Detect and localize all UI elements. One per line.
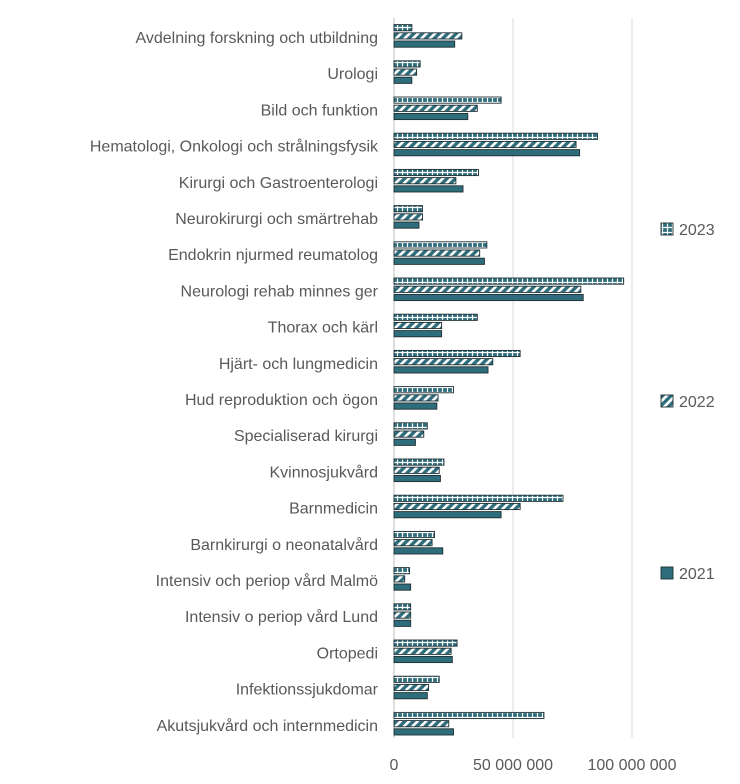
bar-2023 [393, 241, 488, 249]
bar-2023 [393, 205, 424, 213]
category-label: Kirurgi och Gastroenterologi [179, 175, 378, 192]
x-axis-ticks: 0 50 000 000 100 000 000 [390, 757, 677, 774]
bar-2021 [393, 547, 444, 555]
bar-2022 [393, 720, 450, 728]
bar-2022 [393, 539, 433, 547]
bar-2021 [393, 728, 454, 736]
bar-2023 [393, 458, 445, 466]
bar-2023 [393, 567, 410, 575]
bar-2023 [393, 422, 428, 430]
category-label: Hud reproduktion och ögon [185, 392, 378, 409]
bar-2021 [393, 438, 416, 446]
bar-2023 [393, 711, 545, 720]
bar-2023 [393, 494, 564, 502]
legend-label-2023: 2023 [679, 222, 715, 239]
bar-2022 [393, 213, 424, 221]
bar-2021 [393, 76, 413, 84]
bar-2022 [393, 611, 412, 619]
bar-2023 [393, 386, 454, 394]
bar-2023 [393, 132, 598, 140]
bar-2022 [393, 177, 457, 185]
bar-2021 [393, 257, 485, 265]
category-label: Neurokirurgi och smärtrehab [175, 211, 378, 228]
bar-2021 [393, 619, 412, 627]
bar-2022 [393, 68, 418, 76]
bar-2023 [393, 603, 412, 611]
category-label: Neurologi rehab minnes ger [181, 283, 379, 300]
category-label: Urologi [327, 66, 378, 83]
bar-2023 [393, 60, 421, 68]
legend-label-2022: 2022 [679, 394, 715, 411]
bar-2023 [393, 349, 521, 358]
category-label: Barnmedicin [289, 501, 378, 518]
x-tick-label: 50 000 000 [473, 757, 553, 774]
legend-swatch-2021 [660, 566, 674, 580]
category-label: Hematologi, Onkologi och strålningsfysik [90, 138, 379, 156]
category-label: Ortopedi [317, 645, 378, 662]
bar-2023 [393, 675, 440, 683]
bar-2023 [393, 313, 478, 321]
category-label: Endokrin njurmed reumatolog [168, 247, 378, 264]
bar-2022 [393, 140, 577, 149]
bar-2022 [393, 466, 440, 474]
bar-2022 [393, 32, 463, 40]
bar-2022 [393, 285, 582, 293]
bar-2023 [393, 277, 625, 285]
bar-2021 [393, 330, 443, 338]
bar-2022 [393, 321, 443, 330]
x-tick-label: 100 000 000 [588, 757, 677, 774]
gridlines [393, 18, 633, 738]
category-label: Akutsjukvård och internmedicin [157, 717, 378, 735]
bar-2022 [393, 394, 439, 402]
category-label: Barnkirurgi o neonatalvård [190, 536, 378, 554]
bar-2021 [393, 474, 441, 483]
bar-2022 [393, 358, 494, 366]
bar-2022 [393, 249, 481, 257]
bar-2022 [393, 430, 425, 438]
legend-label-2021: 2021 [679, 566, 715, 583]
bar-2022 [393, 502, 521, 511]
bars [393, 24, 625, 736]
bar-2022 [393, 683, 429, 692]
bar-2023 [393, 168, 479, 177]
bar-2021 [393, 293, 584, 302]
category-label: Bild och funktion [261, 102, 378, 119]
bar-2023 [393, 639, 458, 647]
legend-swatch-2023 [660, 222, 674, 236]
category-labels: Avdelning forskning och utbildning Urolog… [90, 30, 379, 735]
bar-2022 [393, 575, 406, 583]
bar-2021 [393, 655, 453, 664]
bar-2021 [393, 40, 456, 48]
category-label: Intensiv o periop vård Lund [185, 608, 378, 626]
x-tick-label: 0 [390, 757, 399, 774]
bar-2022 [393, 104, 478, 112]
bar-2021 [393, 402, 438, 410]
bar-2021 [393, 366, 489, 374]
category-label: Kvinnosjukvård [270, 463, 379, 481]
bar-2021 [393, 149, 581, 157]
legend: 2023 2022 2021 [660, 222, 715, 583]
bar-2023 [393, 530, 435, 539]
bar-2021 [393, 583, 412, 591]
bar-2021 [393, 185, 464, 193]
category-label: Avdelning forskning och utbildning [135, 30, 378, 47]
bar-2021 [393, 112, 469, 121]
bar-2021 [393, 692, 428, 700]
legend-swatch-2022 [660, 394, 674, 408]
bar-2022 [393, 647, 452, 655]
bar-2023 [393, 96, 502, 104]
category-label: Intensiv och periop vård Malmö [156, 572, 378, 590]
category-label: Infektionssjukdomar [236, 682, 379, 699]
category-label: Specialiserad kirurgi [234, 428, 378, 445]
bar-2023 [393, 24, 413, 32]
bar-2021 [393, 511, 502, 519]
bar-2021 [393, 221, 420, 229]
category-label: Thorax och kärl [268, 320, 378, 337]
category-label: Hjärt- och lungmedicin [219, 356, 378, 373]
